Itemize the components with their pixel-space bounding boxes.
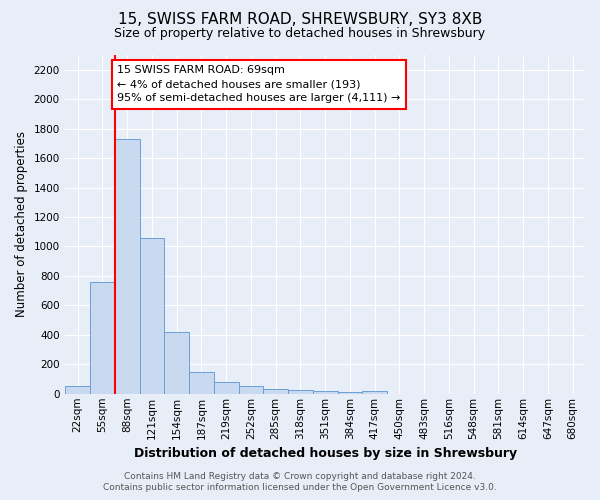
Bar	[90, 282, 115, 394]
Text: Contains HM Land Registry data © Crown copyright and database right 2024.
Contai: Contains HM Land Registry data © Crown c…	[103, 472, 497, 492]
Y-axis label: Number of detached properties: Number of detached properties	[15, 132, 28, 318]
Text: 15, SWISS FARM ROAD, SHREWSBURY, SY3 8XB: 15, SWISS FARM ROAD, SHREWSBURY, SY3 8XB	[118, 12, 482, 28]
Bar	[140, 238, 164, 394]
Bar	[313, 391, 338, 394]
Text: 15 SWISS FARM ROAD: 69sqm
← 4% of detached houses are smaller (193)
95% of semi-: 15 SWISS FARM ROAD: 69sqm ← 4% of detach…	[118, 66, 401, 104]
Bar	[115, 139, 140, 394]
Bar	[65, 386, 90, 394]
Bar	[239, 386, 263, 394]
Bar	[164, 332, 189, 394]
Text: Size of property relative to detached houses in Shrewsbury: Size of property relative to detached ho…	[115, 28, 485, 40]
Bar	[263, 388, 288, 394]
Bar	[338, 392, 362, 394]
X-axis label: Distribution of detached houses by size in Shrewsbury: Distribution of detached houses by size …	[134, 447, 517, 460]
Bar	[362, 391, 387, 394]
Bar	[189, 372, 214, 394]
Bar	[214, 382, 239, 394]
Bar	[288, 390, 313, 394]
